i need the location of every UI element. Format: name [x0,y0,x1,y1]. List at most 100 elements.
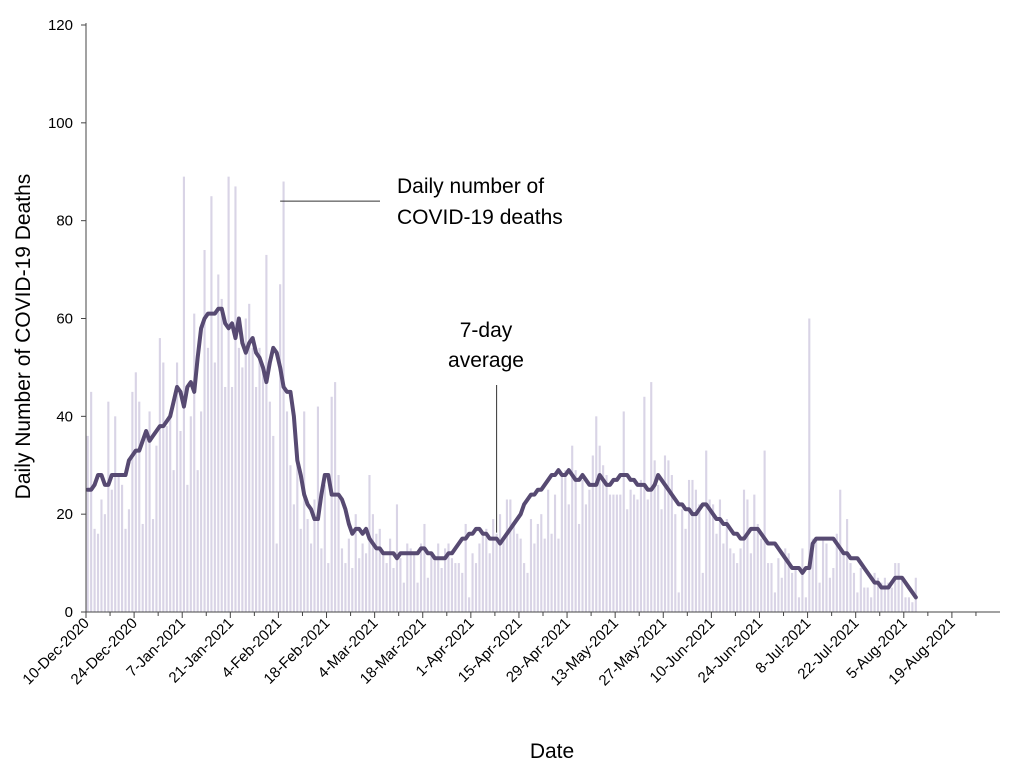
bar [241,367,244,612]
bar [444,548,447,612]
bar [708,499,711,612]
annotations: Daily number of COVID-19 deaths 7-day avera… [280,175,563,533]
bar [255,386,258,612]
bar [729,548,732,612]
bar [588,489,591,612]
bar [440,567,443,612]
average-line-series [85,306,918,600]
bar [134,372,137,612]
bar [165,426,168,612]
bar [189,416,192,612]
bar [468,597,471,612]
bar [777,558,780,612]
bar [124,528,127,612]
bar [96,533,100,612]
bar [454,563,457,612]
bar [825,543,828,612]
bar [529,519,533,612]
x-tick-labels: 10-Dec-202024-Dec-20207-Jan-202121-Jan-2… [19,615,958,690]
bar [557,538,560,613]
bar [571,445,574,612]
bar [646,499,649,612]
bar [437,543,440,612]
bar [148,411,151,612]
bar [712,504,715,612]
bar [767,563,770,612]
bar [509,499,512,612]
bar [846,519,849,612]
bar [852,572,856,612]
bar [419,543,423,612]
bar [162,362,165,612]
bar [901,577,904,612]
bar [832,567,835,612]
bar [488,553,491,612]
bar [265,254,268,612]
bar [725,519,728,612]
axes [81,23,1000,618]
bar [801,548,804,612]
bar [911,602,914,612]
bar [553,494,557,612]
bar [138,401,141,612]
bar [485,528,488,612]
bar [492,519,495,612]
bar [811,538,814,613]
bar [447,543,450,612]
bar [206,347,210,612]
bar [502,538,505,613]
bar [602,465,605,612]
bar [612,494,615,612]
bar [382,553,385,612]
bar [193,313,196,612]
bar [430,553,433,612]
bar [715,533,718,612]
bar [639,479,642,612]
bar [691,479,694,612]
bar [107,401,110,612]
bar [344,563,347,612]
bar [736,563,739,612]
bar [516,533,519,612]
bar [684,528,687,612]
y-tick-label: 60 [56,311,73,328]
bar [354,514,357,612]
bar [835,533,838,612]
bar [248,303,251,612]
bar [756,523,759,612]
bar [581,479,584,612]
bar [378,528,381,612]
bar [347,538,350,613]
bar [773,592,776,612]
bar [203,250,206,612]
bar [540,514,543,612]
bar [749,553,752,612]
bar [433,558,436,612]
bar [320,548,323,612]
bar [327,563,330,612]
bar [399,558,402,612]
bar [804,597,807,612]
bar [474,563,478,612]
bar [523,563,526,612]
bar [863,587,866,612]
bar [90,391,93,613]
bar [385,563,388,612]
bar [667,460,670,612]
bar [495,533,498,612]
bar [701,572,704,612]
bar [103,514,106,612]
bar [815,538,818,613]
bar [578,523,581,612]
bar [200,411,203,612]
bar [141,523,144,612]
bar [739,548,742,612]
bar [591,455,594,612]
bar [595,416,598,612]
bar [234,186,237,612]
bar [340,548,344,612]
bar [660,509,663,612]
bar [131,391,134,613]
bar [705,450,708,612]
y-tick-labels: 0 20 40 60 80 100 120 [48,17,73,621]
